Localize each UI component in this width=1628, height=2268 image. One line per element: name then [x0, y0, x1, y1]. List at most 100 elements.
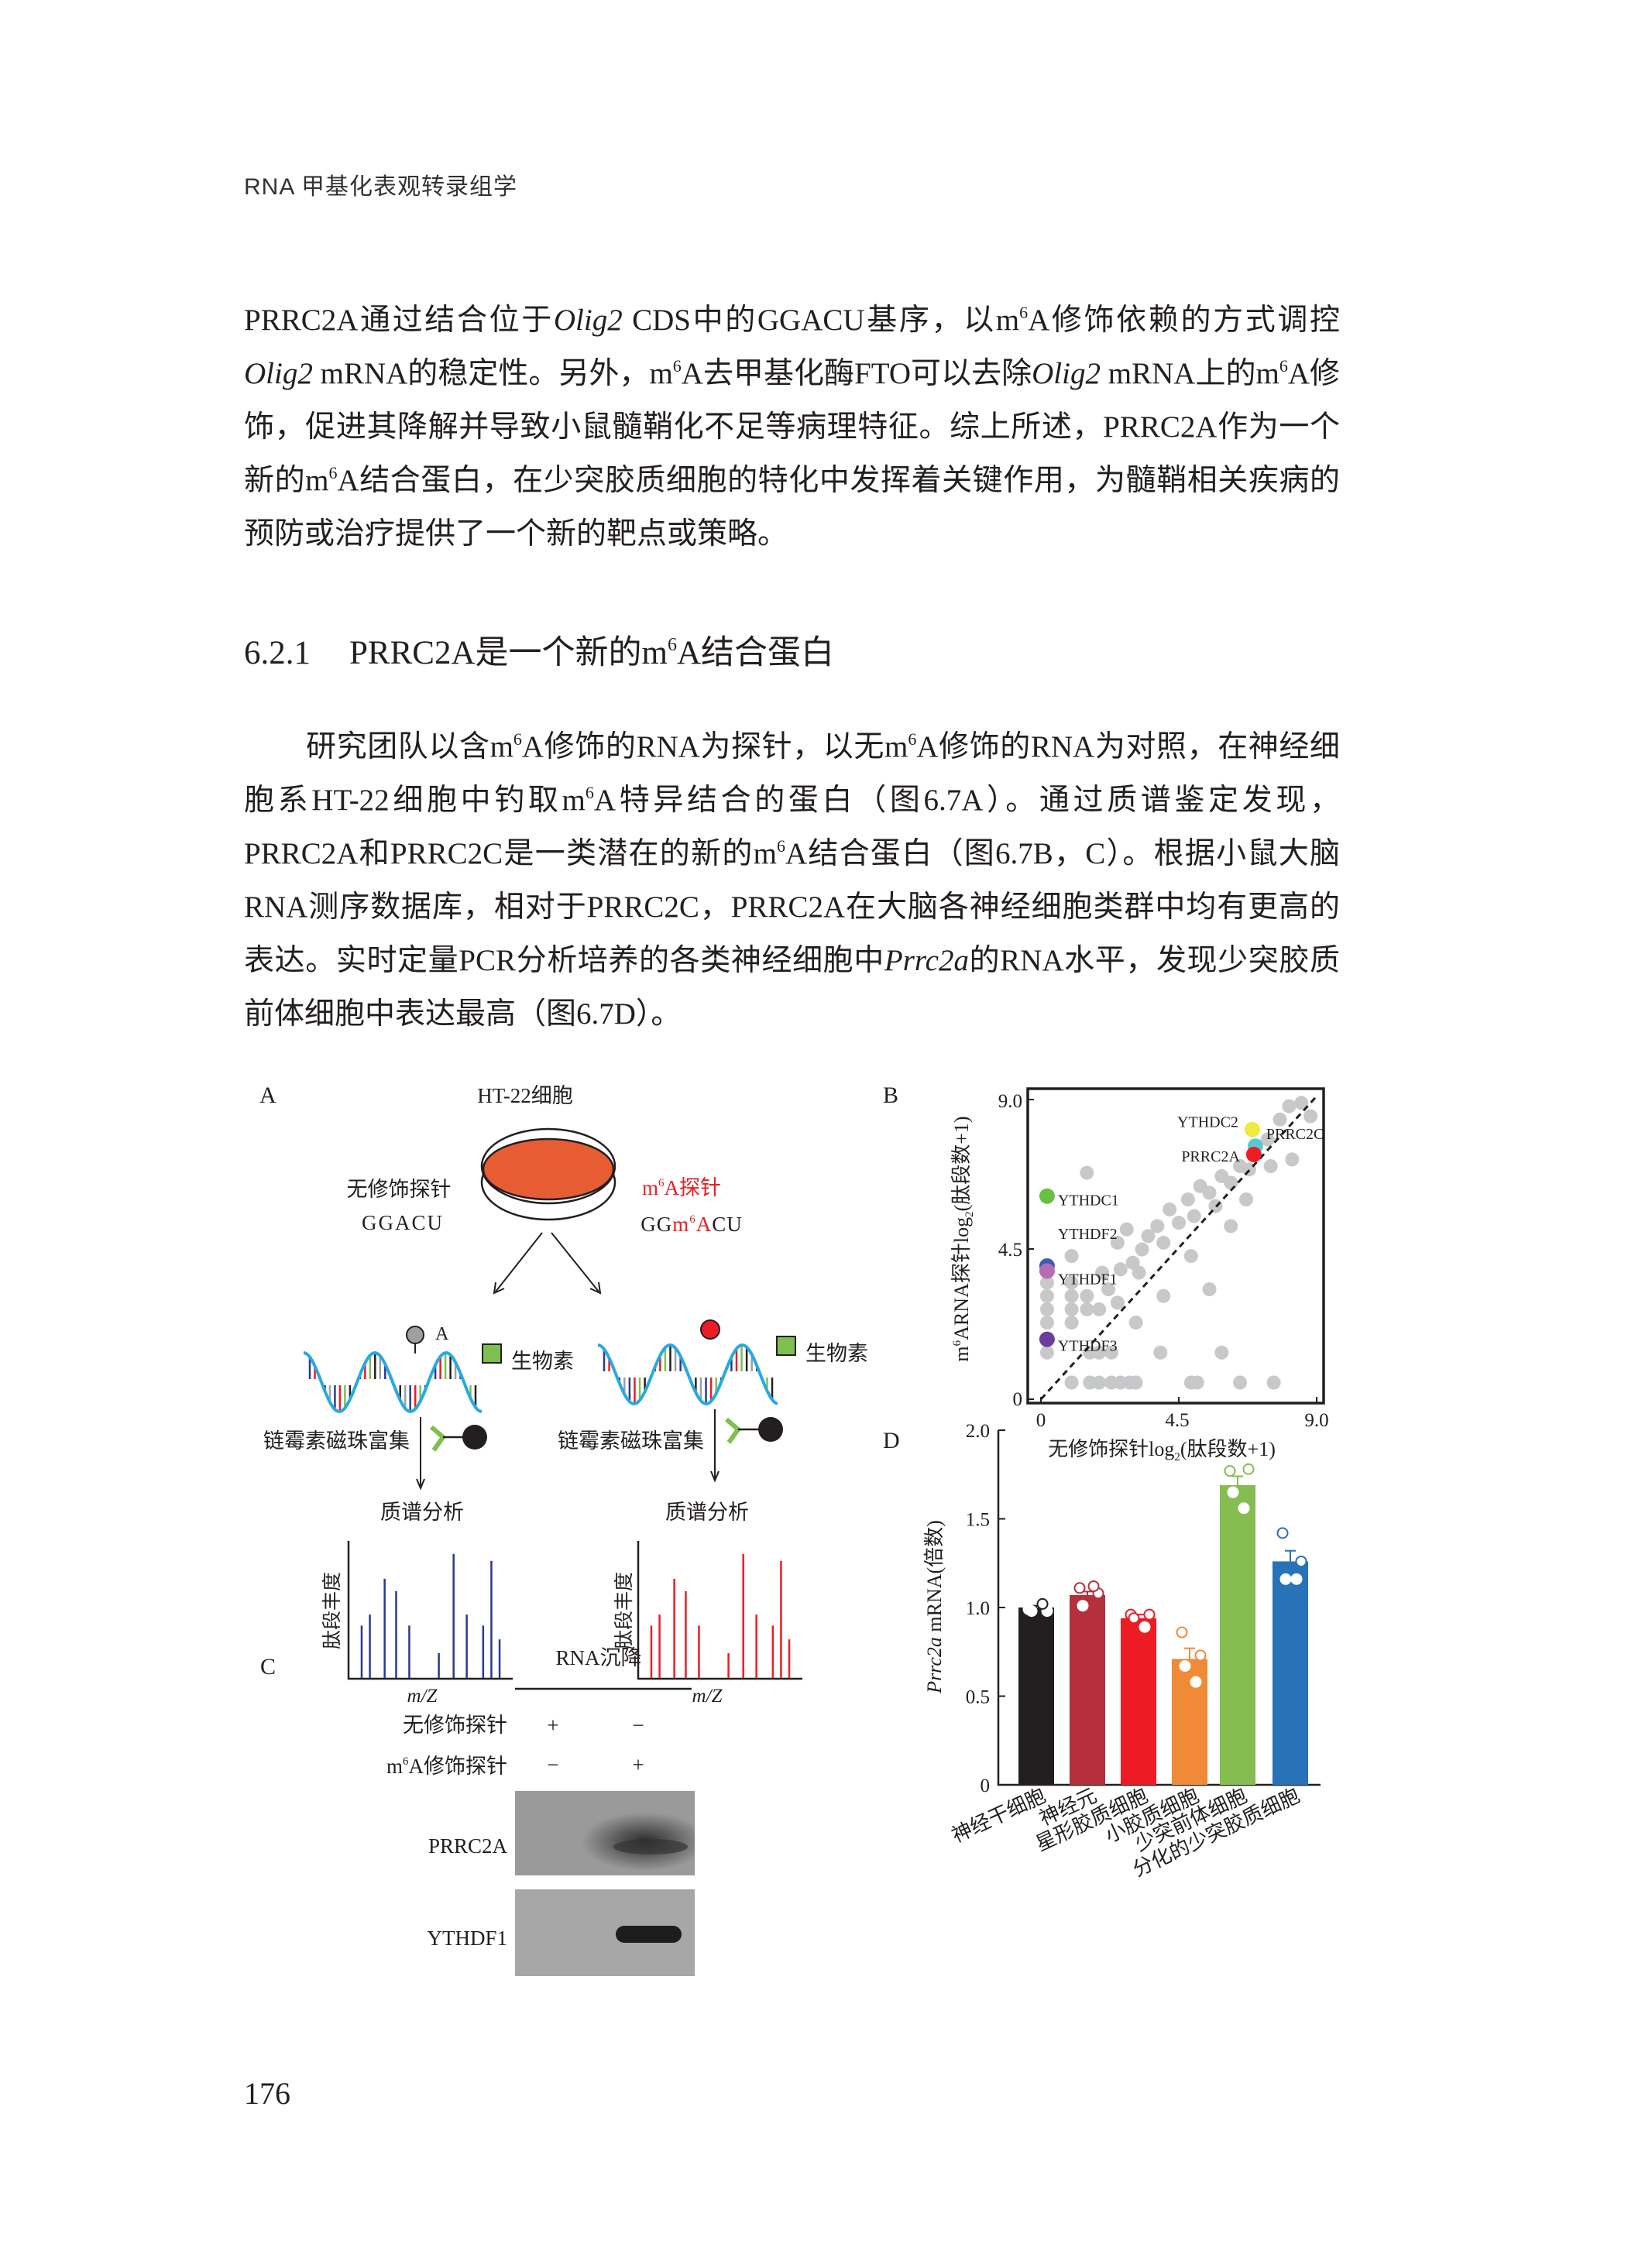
data-point	[1285, 1152, 1300, 1167]
replicate-point	[1087, 1580, 1100, 1593]
data-point	[1180, 1192, 1195, 1206]
panel-label-c: C	[260, 1654, 276, 1680]
text-run: A去甲基化酶FTO可以去除	[681, 357, 1032, 390]
data-point	[1064, 1316, 1079, 1330]
data-point	[1125, 1255, 1140, 1270]
running-head: RNA 甲基化表观转录组学	[244, 174, 518, 200]
bar-chart: 00.51.01.52.0神经干细胞神经元星形胶质细胞小胶质细胞少突前体细胞分化…	[948, 1421, 1321, 1881]
replicate-point	[1279, 1573, 1292, 1585]
data-point	[1128, 1316, 1143, 1330]
data-point	[1095, 1265, 1110, 1280]
data-point	[1156, 1235, 1171, 1250]
adenosine-pin-icon	[406, 1326, 424, 1354]
data-point	[1113, 1262, 1128, 1277]
data-point	[1080, 1302, 1094, 1316]
bar	[1172, 1659, 1207, 1785]
cell-label: HT-22细胞	[477, 1084, 573, 1107]
page-number: 176	[244, 2076, 290, 2111]
spectrum-axes	[637, 1541, 802, 1680]
italic-term: Olig2	[244, 357, 313, 390]
lane-sign: −	[632, 1714, 644, 1737]
text-run: mRNA的稳定性。另外，m	[312, 357, 673, 390]
data-point	[1064, 1302, 1079, 1316]
replicate-point	[1139, 1621, 1151, 1633]
italic-term: Olig2	[1032, 357, 1101, 390]
text-run: PRRC2A通过结合位于	[244, 304, 554, 337]
data-point	[1187, 1209, 1201, 1223]
blot-band	[616, 1926, 682, 1943]
data-point	[1064, 1375, 1079, 1390]
point-label: YTHDC2	[1177, 1114, 1238, 1131]
data-point	[1282, 1099, 1297, 1113]
data-point	[1039, 1275, 1054, 1290]
replicate-point	[1290, 1573, 1303, 1585]
data-point	[1039, 1288, 1054, 1303]
highlighted-point	[1039, 1263, 1055, 1279]
ms-label: 质谱分析	[665, 1501, 749, 1524]
point-label: YTHDF3	[1058, 1338, 1118, 1355]
biotin-label: 生物素	[805, 1342, 868, 1365]
data-point	[1080, 1165, 1094, 1180]
point-label: PRRC2A	[1181, 1148, 1240, 1165]
data-point	[1273, 1112, 1287, 1127]
bar	[1121, 1618, 1156, 1785]
data-point	[1110, 1235, 1125, 1250]
text-run: A修饰，促进其降解并导致小鼠髓鞘化不足等病理特征。综上所述，PRRC2A作为一个…	[244, 357, 1341, 497]
replicate-point	[1224, 1465, 1236, 1477]
bar	[1070, 1594, 1105, 1785]
data-point	[1128, 1375, 1143, 1390]
spectrum-y-label: 肽段丰度	[321, 1572, 343, 1649]
row-label-m6a: m6A修饰探针	[386, 1755, 507, 1778]
panel-label-d: D	[883, 1428, 900, 1453]
section-title: PRRC2A是一个新的m6A结合蛋白	[349, 635, 835, 671]
data-point	[1190, 1375, 1204, 1390]
data-point	[1263, 1159, 1278, 1173]
panel-label-b: B	[883, 1083, 898, 1108]
data-point	[1224, 1175, 1238, 1190]
data-point	[1141, 1229, 1156, 1244]
panel-label-a: A	[259, 1083, 276, 1108]
body-paragraph-2: 研究团队以含m6A修饰的RNA为探针，以无m6A修饰的RNA为对照，在神经细胞系…	[244, 720, 1340, 1041]
lane-sign: −	[547, 1753, 558, 1776]
x-tick-label: 0	[1036, 1410, 1046, 1431]
pulldown-header: RNA沉降	[555, 1646, 641, 1669]
blot-band	[613, 1839, 688, 1855]
identity-line	[1039, 1095, 1318, 1401]
data-point	[1239, 1192, 1254, 1206]
enrichment-label: 链霉素磁珠富集	[263, 1429, 410, 1453]
replicate-point	[1276, 1527, 1289, 1539]
m6a-sequence: GGm6ACU	[641, 1213, 743, 1236]
superscript: 6	[585, 783, 594, 802]
superscript: 6	[672, 356, 682, 376]
text-run: A修饰的RNA为探针，以无m	[521, 730, 908, 763]
replicate-point	[1143, 1608, 1156, 1621]
point-label: PRRC2C	[1266, 1126, 1324, 1143]
y-axis-label: Prrc2a mRNA(倍数)	[923, 1520, 946, 1694]
panel-d: D 00.51.01.52.0神经干细胞神经元星形胶质细胞小胶质细胞少突前体细胞…	[883, 1421, 1321, 1881]
x-axis-label: 无修饰探针log2(肽段数+1)	[1048, 1438, 1276, 1463]
highlighted-point	[1039, 1331, 1055, 1347]
superscript: 6	[513, 729, 522, 749]
superscript: 6	[328, 463, 338, 482]
highlighted-point	[1244, 1121, 1260, 1137]
adenosine-label: A	[435, 1324, 449, 1344]
scatter-plot: YTHDC2 PRRC2C PRRC2A YTHDC1 YTHDF2 YTHDF1 YTHD…	[1028, 1095, 1324, 1403]
streptavidin-bead-icon	[430, 1425, 487, 1452]
y-tick-label: 2.0	[966, 1421, 990, 1442]
replicate-point	[1036, 1597, 1049, 1610]
row-label-unmodified: 无修饰探针	[403, 1714, 507, 1737]
spectrum-x-label: m/Z	[692, 1686, 723, 1707]
unmodified-probe-label: 无修饰探针	[347, 1178, 452, 1201]
replicate-point	[1025, 1605, 1038, 1618]
point-label: YTHDF2	[1058, 1226, 1118, 1243]
lane-sign: +	[632, 1753, 644, 1776]
biotin-square-icon	[482, 1343, 502, 1364]
text-run: A特异结合的蛋白（图6.7A）。通过质谱鉴定发现，PRRC2A和PRRC2C是一…	[244, 784, 1340, 870]
y-tick-label: 4.5	[998, 1240, 1022, 1261]
data-point	[1104, 1345, 1118, 1360]
streptavidin-bead-icon	[725, 1417, 783, 1444]
ms-label: 质谱分析	[380, 1501, 464, 1524]
data-point	[1202, 1282, 1217, 1297]
rna-probe-m6a	[597, 1343, 778, 1406]
data-point	[1064, 1275, 1079, 1290]
